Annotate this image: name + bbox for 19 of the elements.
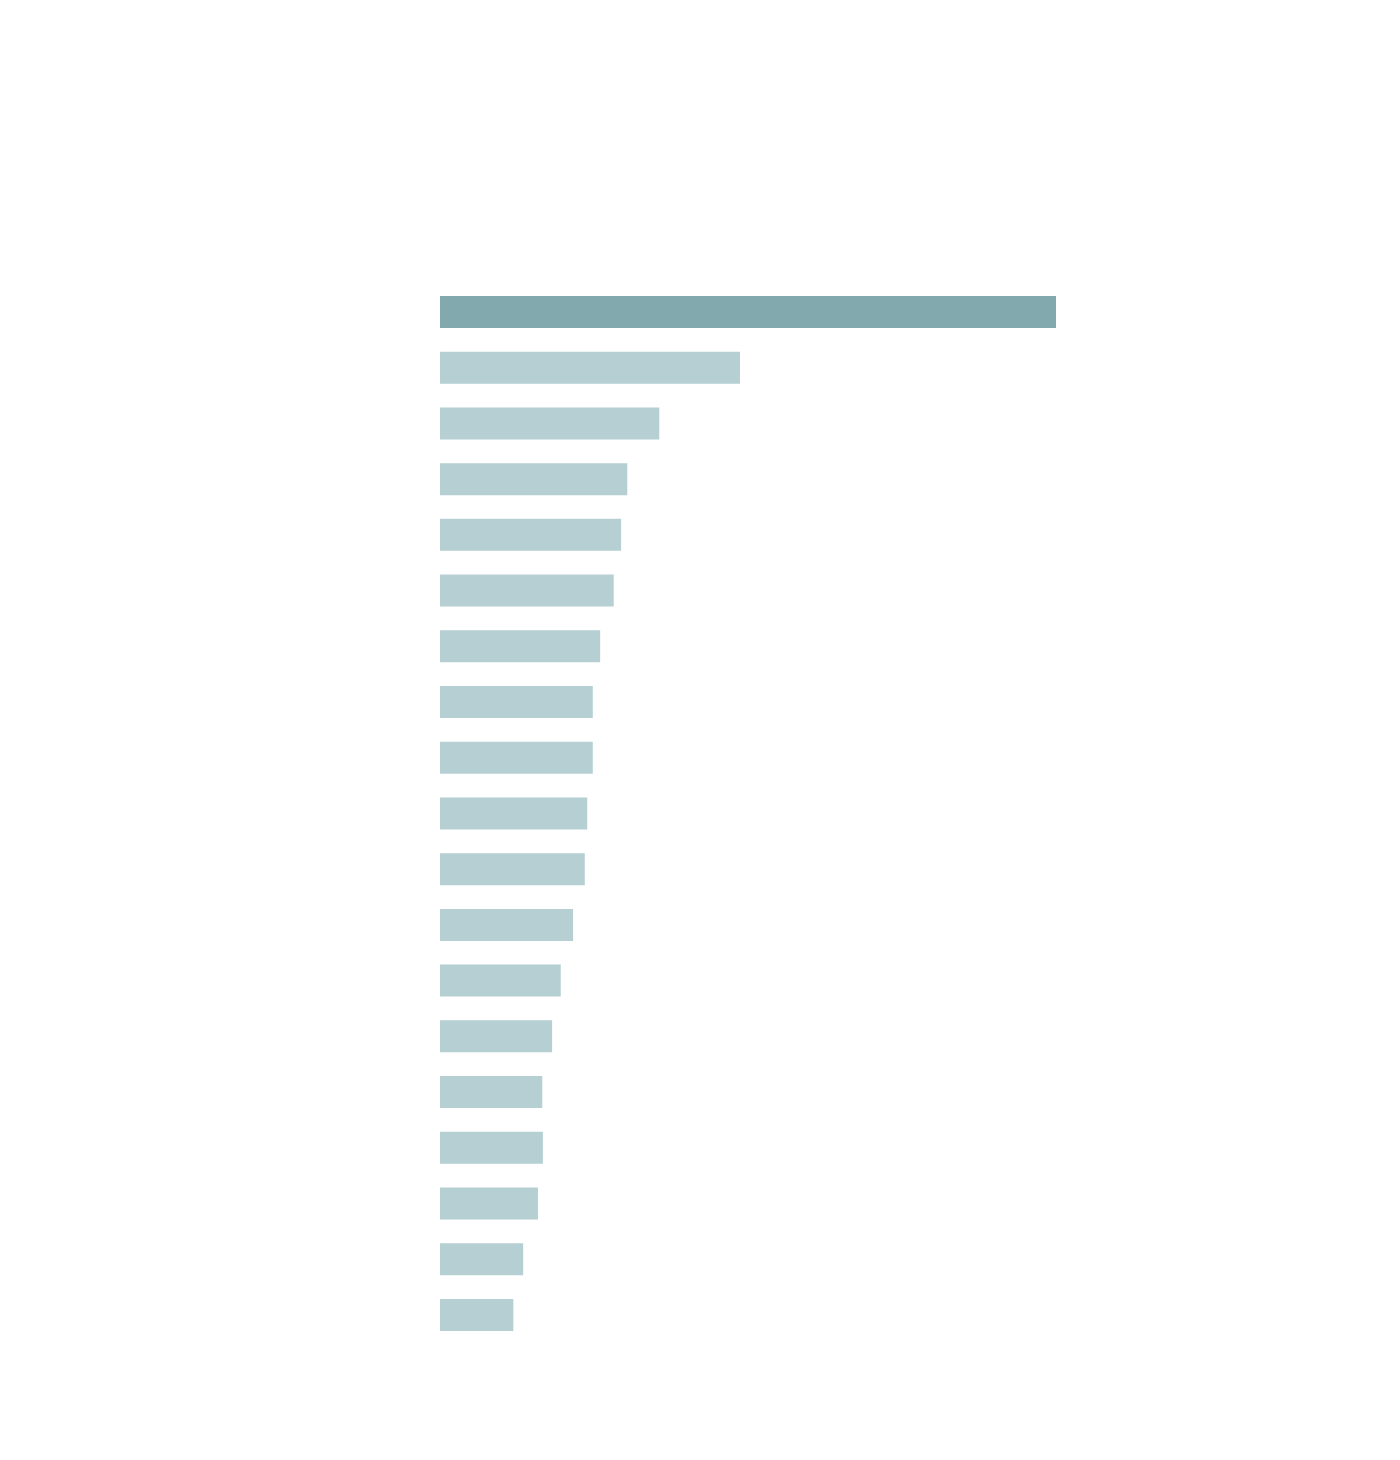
bar [440, 797, 588, 830]
bar [440, 407, 660, 440]
bar [440, 518, 622, 551]
bar [440, 463, 628, 496]
bar [440, 1076, 543, 1109]
bar [440, 964, 561, 997]
bar [440, 686, 593, 719]
bar [440, 1020, 553, 1053]
bar [440, 1243, 524, 1276]
bar [440, 630, 601, 663]
bar [440, 295, 1056, 328]
bar [440, 1131, 543, 1164]
bar [440, 741, 593, 774]
bar [440, 908, 574, 941]
bar [440, 1187, 538, 1220]
bar [440, 574, 614, 607]
bar [440, 853, 585, 886]
bar [440, 1298, 514, 1331]
bar [440, 351, 740, 384]
